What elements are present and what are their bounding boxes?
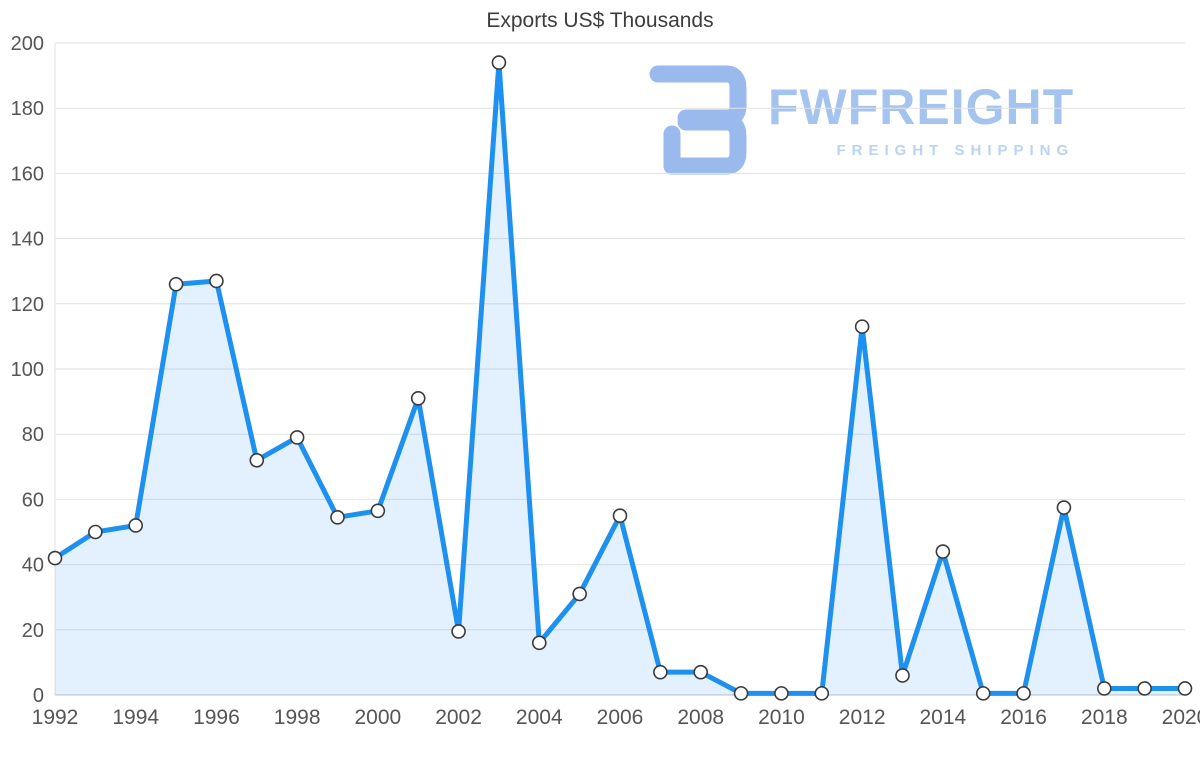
data-point xyxy=(451,624,466,639)
data-point xyxy=(935,544,951,559)
y-tick-label: 20 xyxy=(22,620,44,642)
y-tick-label: 100 xyxy=(11,359,44,381)
brand-tagline: FREIGHT SHIPPING xyxy=(836,141,1075,159)
data-point xyxy=(854,319,870,334)
data-point xyxy=(88,524,103,540)
data-point xyxy=(128,518,144,533)
data-point xyxy=(249,452,265,468)
data-point xyxy=(1137,681,1152,696)
y-tick-label: 120 xyxy=(11,294,44,316)
y-tick-label: 80 xyxy=(22,424,44,446)
y-tick-label: 180 xyxy=(11,98,44,120)
x-tick-label: 1996 xyxy=(193,706,240,729)
brand-icon xyxy=(649,65,747,175)
data-point xyxy=(572,586,587,602)
x-tick-label: 2000 xyxy=(354,706,401,729)
data-point xyxy=(733,686,749,701)
data-point xyxy=(814,686,830,701)
brand-watermark: FWFREIGHT FREIGHT SHIPPING xyxy=(648,64,1074,176)
x-tick-label: 2002 xyxy=(435,706,482,729)
brand-name: FWFREIGHT xyxy=(768,79,1075,136)
data-point xyxy=(531,635,547,651)
data-point xyxy=(47,550,63,566)
data-point xyxy=(693,664,709,680)
data-point xyxy=(1096,681,1112,696)
data-point xyxy=(209,273,224,289)
chart-title: Exports US$ Thousands xyxy=(486,9,714,32)
x-tick-label: 2008 xyxy=(677,706,724,729)
data-point xyxy=(410,391,426,406)
x-tick-label: 1992 xyxy=(32,706,79,729)
x-tick-label: 2020 xyxy=(1162,706,1200,729)
data-point xyxy=(370,503,386,519)
y-tick-label: 0 xyxy=(33,685,44,707)
x-tick-label: 2012 xyxy=(839,706,886,729)
data-point xyxy=(1056,500,1072,515)
x-tick-label: 2006 xyxy=(597,706,644,729)
y-tick-label: 60 xyxy=(22,489,44,511)
x-tick-label: 2016 xyxy=(1000,706,1047,729)
area-fill xyxy=(55,62,1185,696)
x-tick-label: 1994 xyxy=(112,706,159,729)
data-point xyxy=(168,276,184,292)
data-point xyxy=(289,430,305,445)
data-point xyxy=(612,508,628,524)
y-tick-label: 140 xyxy=(11,229,44,251)
data-point xyxy=(653,664,668,680)
x-tick-label: 1998 xyxy=(274,706,321,729)
x-tick-label: 2004 xyxy=(516,706,563,729)
y-tick-label: 200 xyxy=(11,33,44,55)
data-point xyxy=(774,686,789,701)
x-tick-label: 2014 xyxy=(919,706,966,729)
data-point xyxy=(330,510,345,525)
data-point xyxy=(1016,686,1031,701)
x-tick-label: 2010 xyxy=(758,706,805,729)
brand-text-block: FWFREIGHT FREIGHT SHIPPING xyxy=(768,81,1074,159)
x-tick-label: 2018 xyxy=(1081,706,1128,729)
y-tick-label: 160 xyxy=(11,163,44,185)
y-tick-label: 40 xyxy=(22,555,44,577)
data-point xyxy=(1177,681,1193,696)
data-point xyxy=(975,686,991,701)
data-point xyxy=(895,668,910,683)
data-point xyxy=(491,55,507,70)
